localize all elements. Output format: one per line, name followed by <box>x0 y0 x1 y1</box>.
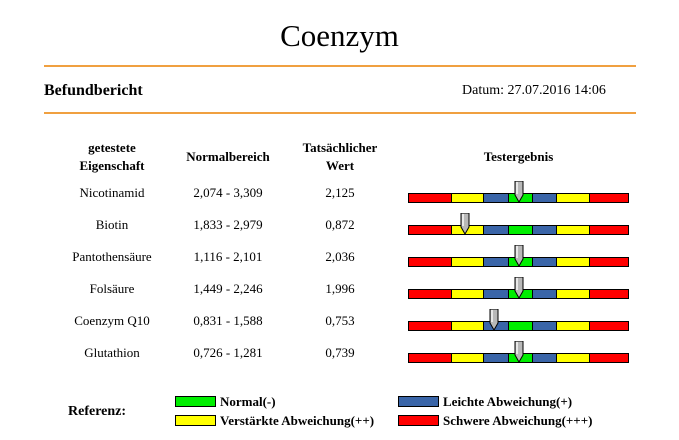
header-property-line2: Eigenschaft <box>79 158 145 173</box>
top-divider <box>44 65 636 67</box>
row-property-name: Pantothensäure <box>72 249 152 264</box>
result-bar-segment <box>409 322 451 330</box>
legend-item-label: Schwere Abweichung(+++) <box>443 413 593 428</box>
result-bar-segment <box>483 258 508 266</box>
result-bar-segment <box>483 194 508 202</box>
result-bar-segment <box>450 354 484 362</box>
result-bar-segment <box>588 290 628 298</box>
result-bar-segment <box>588 322 628 330</box>
result-bar-segment <box>555 226 589 234</box>
result-marker-arrow-icon <box>514 181 523 203</box>
legend-swatch <box>175 415 216 426</box>
row-actual-value: 0,739 <box>325 345 355 360</box>
result-bar-segment <box>409 258 451 266</box>
result-bar-segment <box>450 258 484 266</box>
legend-swatch <box>175 396 216 407</box>
result-bar-segment <box>450 290 484 298</box>
header-result: Testergebnis <box>483 149 554 164</box>
header-actual-line1: Tatsächlicher <box>302 140 378 155</box>
result-bar-segment <box>483 226 508 234</box>
result-bar-segment <box>409 226 451 234</box>
result-bar-segment <box>531 290 556 298</box>
result-marker-arrow-icon <box>514 341 523 363</box>
result-bar-segment <box>555 354 589 362</box>
result-bar-segment <box>483 290 508 298</box>
row-property-name: Glutathion <box>84 345 140 360</box>
result-bar-segment <box>588 194 628 202</box>
result-bar-segment <box>555 322 589 330</box>
report-label: Befundbericht <box>44 82 143 99</box>
report-date: Datum: 27.07.2016 14:06 <box>462 83 606 98</box>
row-property-name: Biotin <box>95 217 129 232</box>
result-marker-arrow-icon <box>489 309 499 331</box>
row-property-name: Coenzym Q10 <box>74 313 150 328</box>
result-bar-segment <box>531 258 556 266</box>
result-bar-segment <box>409 194 451 202</box>
row-actual-value: 0,753 <box>325 313 355 328</box>
result-bar-segment <box>588 354 628 362</box>
row-actual-value: 2,036 <box>325 249 355 264</box>
header-property-line1: getestete <box>88 140 136 155</box>
legend-swatch <box>398 415 439 426</box>
result-bar-segment <box>507 322 532 330</box>
header-actual-value: Tatsächlicher Wert <box>285 139 395 175</box>
result-bar <box>408 225 629 235</box>
result-bar-segment <box>531 354 556 362</box>
result-bar-segment <box>588 226 628 234</box>
row-property-name: Nicotinamid <box>79 185 145 200</box>
row-actual-value: 0,872 <box>325 217 355 232</box>
legend-swatch <box>398 396 439 407</box>
row-normal-range: 1,833 - 2,979 <box>193 217 263 232</box>
page-title: Coenzym <box>280 18 399 53</box>
result-bar-segment <box>531 322 556 330</box>
result-marker-arrow-icon <box>514 277 523 299</box>
row-normal-range: 0,726 - 1,281 <box>193 345 263 360</box>
result-bar-segment <box>507 226 532 234</box>
legend-item-label: Normal(-) <box>220 394 276 409</box>
result-bar-segment <box>409 290 451 298</box>
result-bar-segment <box>555 290 589 298</box>
row-normal-range: 0,831 - 1,588 <box>193 313 263 328</box>
row-actual-value: 2,125 <box>325 185 355 200</box>
row-actual-value: 1,996 <box>325 281 355 296</box>
row-property-name: Folsäure <box>89 281 135 296</box>
header-normal-range: Normalbereich <box>186 149 270 164</box>
result-bar <box>408 321 629 331</box>
result-bar-segment <box>555 258 589 266</box>
result-marker-arrow-icon <box>460 213 470 235</box>
legend-label: Referenz: <box>68 404 127 419</box>
legend-item-label: Leichte Abweichung(+) <box>443 394 573 409</box>
legend-item-label: Verstärkte Abweichung(++) <box>220 413 375 428</box>
row-normal-range: 1,116 - 2,101 <box>193 249 263 264</box>
result-marker-arrow-icon <box>514 245 523 267</box>
result-bar-segment <box>531 194 556 202</box>
result-bar-segment <box>483 354 508 362</box>
header-property: getestete Eigenschaft <box>54 139 170 175</box>
result-bar-segment <box>450 322 484 330</box>
bottom-divider <box>44 112 636 114</box>
row-normal-range: 2,074 - 3,309 <box>193 185 263 200</box>
result-bar-segment <box>531 226 556 234</box>
result-bar-segment <box>450 194 484 202</box>
row-normal-range: 1,449 - 2,246 <box>193 281 263 296</box>
header-actual-line2: Wert <box>325 158 355 173</box>
result-bar-segment <box>409 354 451 362</box>
result-bar-segment <box>588 258 628 266</box>
result-bar-segment <box>555 194 589 202</box>
